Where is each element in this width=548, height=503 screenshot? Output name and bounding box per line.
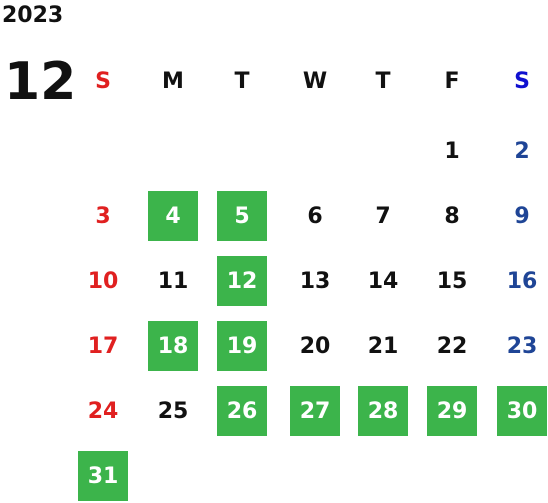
weekday: T	[375, 68, 391, 94]
highlighted-day: 18	[148, 321, 198, 371]
day: 21	[367, 333, 399, 359]
highlighted-day: 28	[358, 386, 408, 436]
year: 2023	[2, 3, 64, 28]
weekday: W	[302, 68, 328, 94]
day: 25	[157, 398, 189, 424]
day: 13	[299, 268, 331, 294]
highlighted-day: 5	[217, 191, 267, 241]
highlighted-day: 30	[497, 386, 547, 436]
day: 16	[506, 268, 538, 294]
day: 2	[514, 138, 530, 164]
highlighted-day: 26	[217, 386, 267, 436]
weekday: S	[95, 68, 111, 94]
weekday: S	[514, 68, 530, 94]
day: 15	[436, 268, 468, 294]
day: 1	[444, 138, 460, 164]
highlighted-day: 27	[290, 386, 340, 436]
day: 3	[95, 203, 111, 229]
highlighted-day: 31	[78, 451, 128, 501]
weekday: F	[444, 68, 460, 94]
highlighted-day: 12	[217, 256, 267, 306]
day: 14	[367, 268, 399, 294]
day: 7	[375, 203, 391, 229]
weekday: T	[234, 68, 250, 94]
month: 12	[4, 52, 77, 112]
day: 17	[87, 333, 119, 359]
day: 24	[87, 398, 119, 424]
day: 6	[307, 203, 323, 229]
day: 8	[444, 203, 460, 229]
day: 10	[87, 268, 119, 294]
day: 23	[506, 333, 538, 359]
day: 20	[299, 333, 331, 359]
day: 11	[157, 268, 189, 294]
day: 22	[436, 333, 468, 359]
highlighted-day: 4	[148, 191, 198, 241]
day: 9	[514, 203, 530, 229]
weekday: M	[162, 68, 184, 94]
highlighted-day: 19	[217, 321, 267, 371]
highlighted-day: 29	[427, 386, 477, 436]
